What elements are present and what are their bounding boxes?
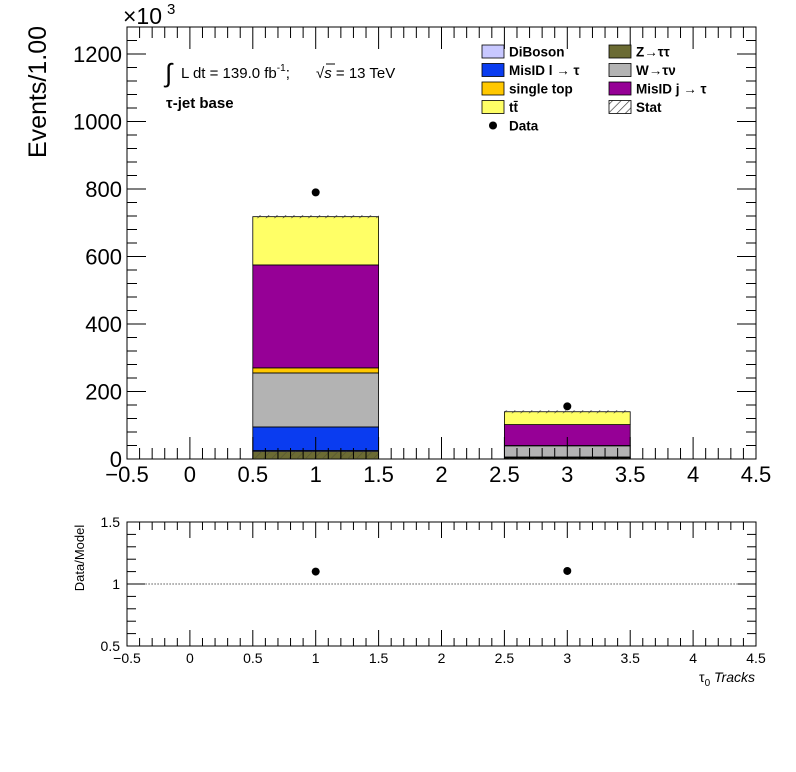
legend-swatch [481,44,505,59]
legend-item: Data [489,119,539,134]
y-tick-label: 600 [85,245,122,270]
y-tick-label: 800 [85,177,122,202]
data-point [311,188,320,197]
legend-swatch [481,100,505,114]
x-tick-label: 0 [184,462,196,487]
legend-label: Stat [636,100,662,115]
y-tick-label: 400 [85,312,122,337]
legend-swatch [608,44,632,59]
region-label: τ-jet base [166,95,234,112]
x-tick-label: 1.5 [363,462,394,487]
main-x-ticks: −0.5 0 0.5 1 1.5 2 2.5 3 3.5 4 4.5 [105,27,771,487]
ratio-x-tick-label: 0.5 [243,650,263,666]
legend-label: tt̄ [509,100,519,115]
legend-item: Z→ττ [608,44,670,60]
legend-swatch [608,81,632,96]
legend-item: Stat [608,100,662,115]
legend-label: DiBoson [509,45,565,60]
x-tick-label: 2.5 [489,462,520,487]
legend-label: Data [509,119,539,134]
legend-label: MisID j → τ [636,82,707,97]
legend-label: Z→ττ [636,45,670,60]
legend-swatch [608,100,632,114]
y-tick-label: 1200 [73,42,122,67]
ratio-x-tick-label: 0 [186,650,194,666]
lumi-text: L dt = 139.0 fb-1; [181,63,290,82]
y-tick-label: 200 [85,380,122,405]
legend-item: MisID j → τ [608,81,707,97]
y-multiplier-exponent: 3 [167,1,175,18]
data-point [563,402,572,411]
ratio-y-tick-label: 1.5 [101,514,121,530]
ratio-x-tick-label: 1 [312,650,320,666]
ratio-x-tick-label: 4.5 [746,650,766,666]
y-axis-title: Events/1.00 [24,26,52,158]
legend-swatch [481,81,505,96]
y-multiplier-base: ×10 [123,3,162,29]
ratio-x-tick-label: 4 [689,650,697,666]
x-tick-label: 4 [687,462,699,487]
x-tick-label: 4.5 [741,462,772,487]
ratio-point [563,566,572,575]
ratio-panel: −0.5 0 0.5 1 1.5 2 2.5 3 3.5 4 4.5 0.5 1 1.5 Data/Mo… [72,514,766,689]
integral-sign: ∫ [163,58,174,88]
bar-segment [252,216,380,266]
stat-band [252,215,379,219]
ratio-point [311,567,320,576]
legend-item: MisID l → τ [481,63,580,78]
y-multiplier: ×10 3 [123,1,175,29]
legend-item: single top [481,81,573,97]
legend-item: tt̄ [481,100,519,115]
x-tick-label: 3.5 [615,462,646,487]
y-tick-label: 0 [110,447,122,472]
legend-marker [489,121,497,130]
ratio-x-ticks: −0.5 0 0.5 1 1.5 2 2.5 3 3.5 4 4.5 [113,522,766,666]
x-axis-title: τ0 Tracks [699,669,755,689]
stat-band [504,410,631,414]
ratio-y-tick-label: 0.5 [101,638,121,654]
ratio-y-ticks: 0.5 1 1.5 [101,514,756,654]
bar-segment [503,411,631,425]
legend-swatch [481,63,505,77]
ratio-points [311,566,572,576]
data-points [311,188,572,411]
energy-text: √s = 13 TeV [316,65,395,82]
legend-swatch [608,63,632,77]
y-tick-label: 1000 [73,110,122,135]
bar-segment [252,367,380,374]
bar-segment [252,264,380,369]
main-panel: −0.5 0 0.5 1 1.5 2 2.5 3 3.5 4 4.5 020040060080010… [24,1,771,487]
ratio-x-tick-label: 2 [438,650,446,666]
x-tick-label: 0.5 [238,462,269,487]
x-tick-label: 1 [310,462,322,487]
x-tick-label: 3 [561,462,573,487]
ratio-x-tick-label: 2.5 [495,650,515,666]
ratio-x-tick-label: −0.5 [113,650,141,666]
legend-item: W→τν [608,63,676,78]
bar-segment [252,372,380,428]
stacked-bars [252,215,631,460]
legend-label: W→τν [636,63,676,78]
ratio-y-axis-title: Data/Model [72,525,87,592]
legend-item: DiBoson [481,44,565,60]
lumi-annotation: ∫ L dt = 139.0 fb-1; √s = 13 TeV τ-jet b… [163,58,395,112]
ratio-x-tick-label: 3.5 [620,650,640,666]
legend-label: MisID l → τ [509,63,580,78]
legend: DiBoson Z→ττ MisID l → τ W→τν single top MisI… [481,44,707,134]
x-tick-label: −0.5 [105,462,148,487]
ratio-x-tick-label: 1.5 [369,650,389,666]
ratio-y-tick-label: 1 [112,576,120,592]
main-y-ticks: 0 200 400 600 800 1000 1200 [73,26,756,472]
x-tick-label: 2 [435,462,447,487]
ratio-x-tick-label: 3 [563,650,571,666]
legend-label: single top [509,82,573,97]
